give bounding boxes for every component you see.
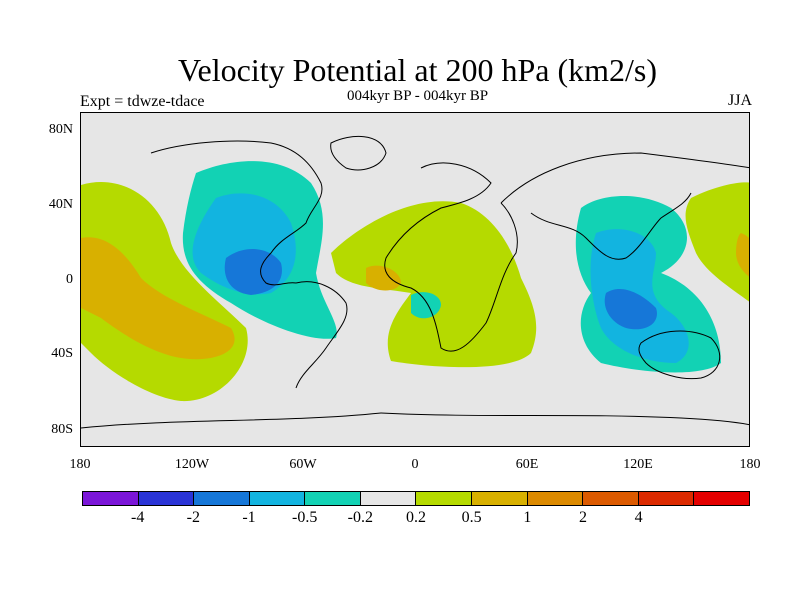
lat-label-80n: 80N	[48, 122, 73, 137]
season-label: JJA	[727, 92, 752, 109]
colorbar-cell	[194, 492, 250, 505]
contour-moderate-pacific	[81, 237, 235, 360]
coastlines	[81, 135, 749, 429]
lon-label-60e: 60E	[515, 457, 539, 472]
colorbar-label: 4	[634, 509, 643, 526]
lon-label-0: 0	[411, 457, 419, 472]
velocity-potential-map	[81, 113, 749, 446]
colorbar-cell	[638, 492, 695, 505]
coast-antarctica	[81, 412, 749, 429]
colorbar-label: 2	[579, 509, 587, 526]
lat-label-40n: 40N	[48, 197, 73, 212]
colorbar-label: 1	[523, 509, 532, 526]
lat-label-0: 0	[66, 272, 73, 287]
coast-north-america	[150, 140, 323, 286]
colorbar-label: -1	[242, 509, 256, 526]
colorbar-cell	[416, 492, 473, 505]
colorbar-label: -2	[186, 509, 200, 526]
lat-label-80s: 80S	[51, 422, 73, 437]
coast-south-asia	[530, 192, 692, 260]
lon-label-180w: 180	[69, 457, 91, 472]
colorbar-cell	[305, 492, 361, 505]
lon-label-60w: 60W	[289, 457, 317, 472]
colorbar-cell	[360, 492, 417, 505]
colorbar-label: -0.2	[347, 509, 373, 526]
lon-label-120w: 120W	[174, 457, 210, 472]
chart-subtitle: 004kyr BP - 004kyr BP	[346, 88, 489, 104]
contour-moderate-atlantic	[366, 265, 401, 291]
contour-neg-strong-indopacific	[604, 288, 657, 330]
chart-title: Velocity Potential at 200 hPa (km2/s)	[177, 52, 658, 88]
coast-south-america	[295, 281, 348, 389]
colorbar-label: -0.5	[291, 509, 318, 526]
coast-asia	[500, 152, 749, 204]
coast-greenland	[330, 135, 387, 171]
colorbar-cell	[83, 492, 139, 505]
colorbar	[82, 491, 750, 506]
colorbar-cell	[249, 492, 306, 505]
contour-negative-atlantic	[411, 292, 441, 319]
contour-moderate-eastpacific	[736, 233, 749, 277]
colorbar-cell	[138, 492, 195, 505]
map-panel	[80, 112, 750, 447]
colorbar-label: -4	[130, 509, 145, 526]
colorbar-cell	[583, 492, 639, 505]
colorbar-cell	[694, 492, 749, 505]
contour-positive-eastpacific	[685, 182, 749, 302]
colorbar-cell	[472, 492, 528, 505]
coast-europe-africa	[384, 162, 518, 352]
colorbar-cell	[527, 492, 584, 505]
coast-australia	[638, 330, 721, 380]
contour-positive-africa	[331, 201, 537, 368]
lon-label-180e: 180	[739, 457, 761, 472]
lon-label-120e: 120E	[623, 457, 653, 472]
colorbar-label: 0.5	[461, 509, 482, 526]
lat-label-40s: 40S	[51, 346, 73, 361]
experiment-label: Expt = tdwze-tdace	[80, 93, 205, 110]
colorbar-label: 0.2	[406, 509, 426, 526]
